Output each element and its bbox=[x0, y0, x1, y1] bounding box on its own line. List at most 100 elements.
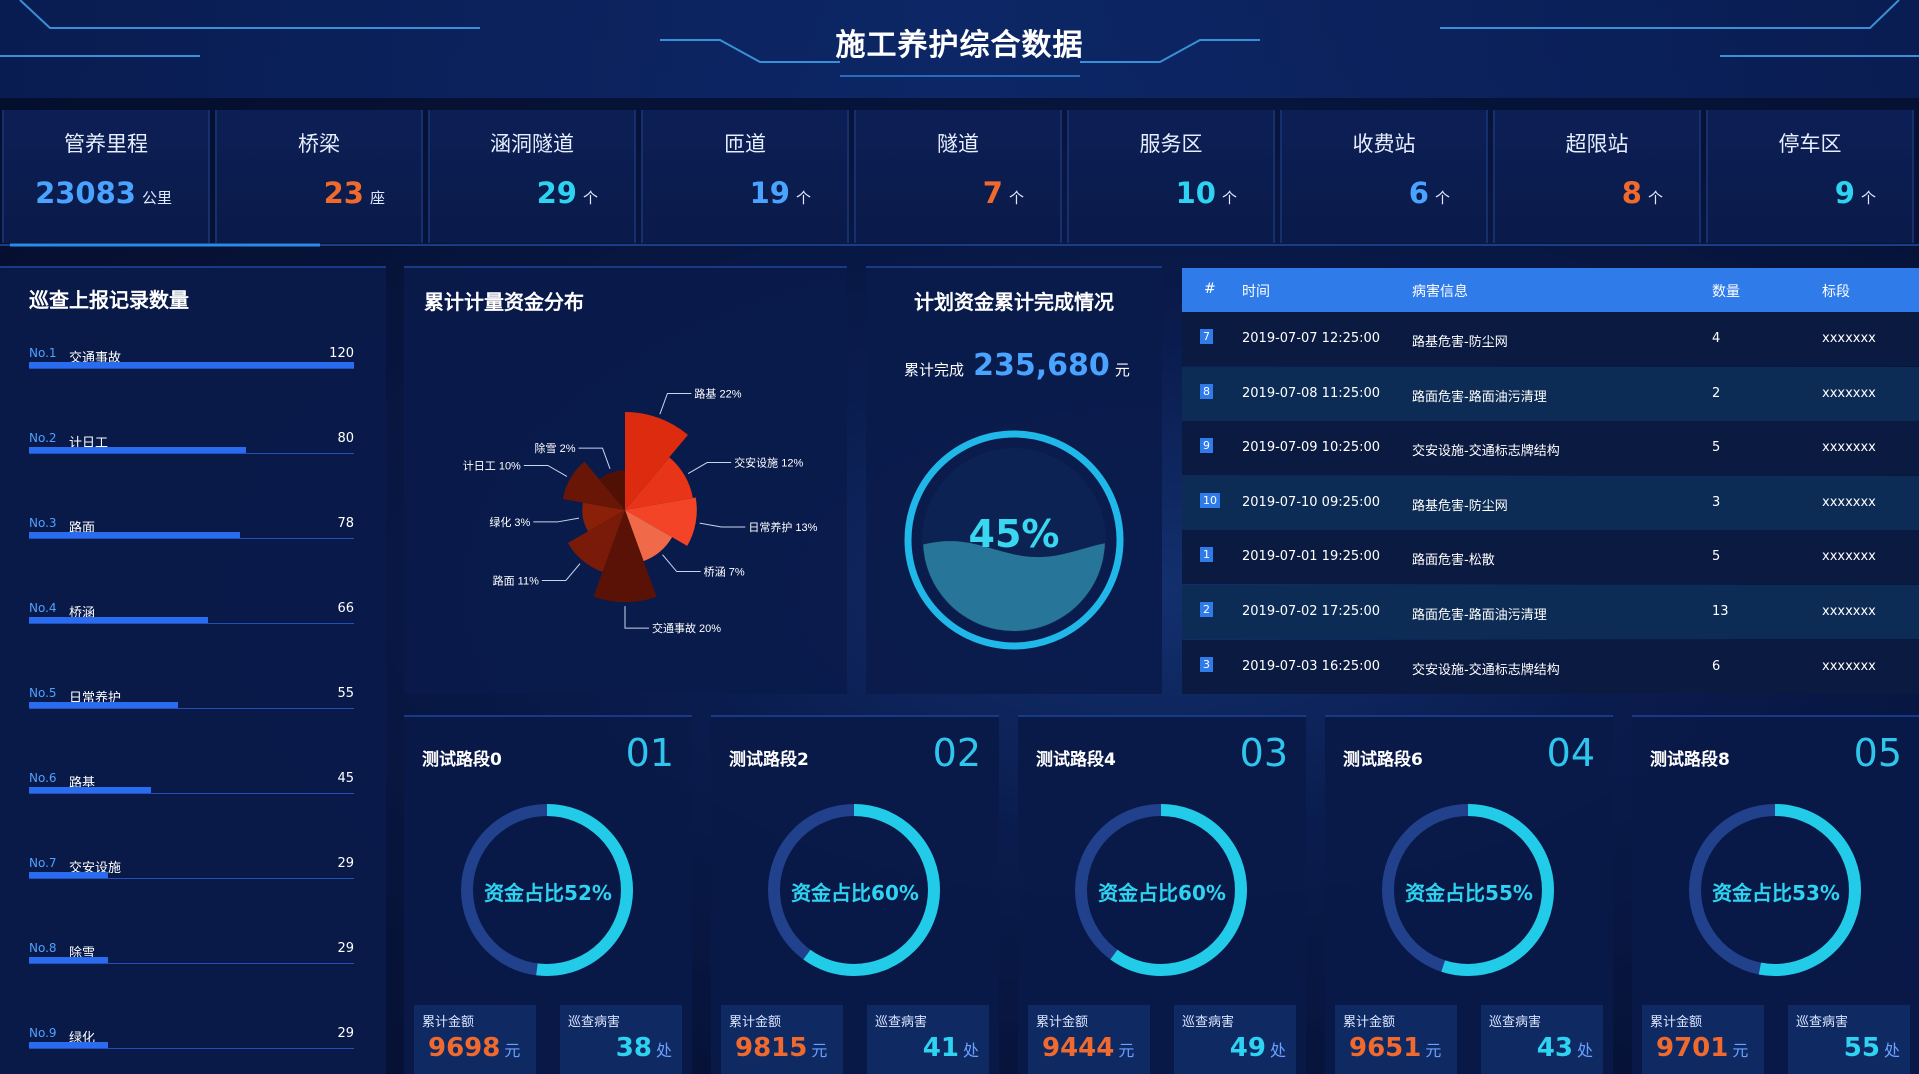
ranking-bar bbox=[29, 447, 246, 453]
segment-number: 02 bbox=[932, 731, 981, 775]
ranking-value: 29 bbox=[337, 856, 354, 871]
rose-label-line bbox=[699, 522, 746, 528]
stat-value-row: 29 个 bbox=[537, 176, 598, 210]
table-row[interactable]: 9 2019-07-09 10:25:00 交安设施-交通标志牌结构 5 xxx… bbox=[1182, 421, 1919, 476]
table-row[interactable]: 3 2019-07-03 16:25:00 交安设施-交通标志牌结构 6 xxx… bbox=[1182, 639, 1919, 694]
plan-percent: 45% bbox=[968, 512, 1060, 556]
segment-ratio-label: 资金占比52% bbox=[484, 881, 612, 905]
ranking-value: 29 bbox=[337, 1026, 354, 1041]
ranking-no: No.8 bbox=[29, 941, 57, 955]
ranking-value: 66 bbox=[337, 601, 354, 616]
rose-slice[interactable] bbox=[625, 412, 688, 510]
segment-amount-box: 累计金额 9444 元 bbox=[1028, 1005, 1150, 1074]
row-seg: xxxxxxx bbox=[1822, 604, 1876, 619]
rose-label-line bbox=[578, 447, 611, 469]
ranking-no: No.2 bbox=[29, 431, 57, 445]
segment-amount-box: 累计金额 9815 元 bbox=[721, 1005, 843, 1074]
segment-amount-label: 累计金额 bbox=[1343, 1015, 1396, 1030]
table-row[interactable]: 2 2019-07-02 17:25:00 路面危害-路面油污清理 13 xxx… bbox=[1182, 585, 1919, 639]
table-row[interactable]: 8 2019-07-08 11:25:00 路面危害-路面油污清理 2 xxxx… bbox=[1182, 366, 1919, 421]
row-info: 路基危害-防尘网 bbox=[1412, 335, 1508, 350]
plan-panel: 计划资金累计完成情况 累计完成 235,680 元 45% bbox=[866, 266, 1162, 694]
segment-amount-unit: 元 bbox=[811, 1041, 828, 1060]
segment-patrol-row: 38 处 bbox=[616, 1033, 672, 1063]
row-qty: 2 bbox=[1712, 385, 1721, 401]
rose-slice[interactable] bbox=[599, 470, 625, 510]
segment-card: 测试路段4 03 资金占比60% 累计金额 9444 元 巡查病害 49 处 bbox=[1018, 715, 1306, 1074]
stats-bar: 管养里程 23083 公里 桥梁 23 座 涵洞隧道 29 个 匝道 19 个 隧道 7… bbox=[0, 110, 1919, 243]
stat-label: 管养里程 bbox=[64, 132, 148, 156]
segment-amount-row: 9815 元 bbox=[735, 1033, 827, 1063]
ranking-value: 80 bbox=[337, 431, 354, 446]
ranking-track bbox=[29, 452, 354, 454]
segment-patrol-row: 43 处 bbox=[1537, 1033, 1593, 1063]
stats-underline bbox=[0, 243, 1919, 247]
rose-slice[interactable] bbox=[625, 510, 673, 562]
row-info: 路面危害-路面油污清理 bbox=[1412, 389, 1547, 405]
rose-slice[interactable] bbox=[625, 457, 693, 510]
segment-patrol-box: 巡查病害 38 处 bbox=[560, 1005, 682, 1074]
ranking-bar bbox=[29, 532, 240, 538]
segment-patrol-label: 巡查病害 bbox=[1182, 1015, 1235, 1030]
table-header-cell: # bbox=[1204, 281, 1216, 297]
row-seg: xxxxxxx bbox=[1822, 494, 1876, 510]
row-time: 2019-07-03 16:25:00 bbox=[1242, 658, 1381, 674]
rose-label-line bbox=[662, 554, 701, 573]
stat-card: 桥梁 23 座 bbox=[215, 110, 423, 243]
ranking-no: No.7 bbox=[29, 856, 57, 870]
segment-amount-row: 9651 元 bbox=[1349, 1033, 1441, 1063]
stat-unit: 个 bbox=[1860, 189, 1876, 207]
segment-amount-unit: 元 bbox=[1732, 1041, 1749, 1060]
segment-amount: 9815 bbox=[735, 1033, 808, 1063]
plan-water-gauge bbox=[904, 430, 1124, 650]
ranking-item: No.4 桥涵 66 bbox=[29, 601, 354, 661]
rose-slice[interactable] bbox=[562, 461, 625, 510]
row-time: 2019-07-07 12:25:00 bbox=[1242, 331, 1381, 346]
stat-card: 匝道 19 个 bbox=[641, 110, 849, 243]
table-row[interactable]: 1 2019-07-01 19:25:00 路面危害-松散 5 xxxxxxx bbox=[1182, 530, 1919, 585]
segment-ratio-ring bbox=[1075, 804, 1247, 976]
stat-unit: 个 bbox=[1434, 189, 1450, 207]
segment-number: 03 bbox=[1239, 731, 1288, 775]
rose-slice[interactable] bbox=[593, 510, 657, 603]
ranking-no: No.3 bbox=[29, 516, 57, 530]
table-header-cell: 时间 bbox=[1242, 284, 1270, 300]
segment-patrol-box: 巡查病害 43 处 bbox=[1481, 1005, 1603, 1074]
rose-slice[interactable] bbox=[567, 510, 625, 573]
segment-patrol: 41 bbox=[922, 1033, 959, 1063]
stat-label: 匝道 bbox=[724, 132, 766, 156]
segment-patrol-box: 巡查病害 55 处 bbox=[1788, 1005, 1910, 1074]
ranking-value: 120 bbox=[329, 346, 354, 361]
row-seg: xxxxxxx bbox=[1822, 658, 1876, 674]
ranking-track bbox=[29, 962, 354, 964]
row-time: 2019-07-09 10:25:00 bbox=[1242, 440, 1381, 456]
segment-ratio-label: 资金占比60% bbox=[1098, 881, 1226, 905]
row-time: 2019-07-02 17:25:00 bbox=[1242, 604, 1381, 619]
table-row[interactable]: 7 2019-07-07 12:25:00 路基危害-防尘网 4 xxxxxxx bbox=[1182, 312, 1919, 366]
stat-label: 服务区 bbox=[1139, 132, 1203, 156]
rose-slice[interactable] bbox=[625, 497, 697, 546]
segment-amount: 9698 bbox=[428, 1033, 501, 1063]
stat-unit: 公里 bbox=[141, 189, 172, 207]
fund-title: 累计计量资金分布 bbox=[424, 290, 584, 314]
segment-ratio-label: 资金占比60% bbox=[791, 881, 919, 905]
segment-card: 测试路段0 01 资金占比52% 累计金额 9698 元 巡查病害 38 处 bbox=[404, 715, 692, 1074]
rose-label-line bbox=[523, 464, 568, 477]
ranking-item: No.2 计日工 80 bbox=[29, 431, 354, 491]
ranking-item: No.5 日常养护 55 bbox=[29, 686, 354, 746]
segment-patrol-row: 49 处 bbox=[1230, 1033, 1286, 1063]
segment-patrol-row: 41 处 bbox=[923, 1033, 979, 1063]
rose-label: 绿化 3% bbox=[489, 515, 530, 529]
stat-value: 7 bbox=[982, 176, 1003, 210]
row-seg: xxxxxxx bbox=[1822, 549, 1876, 565]
table-row[interactable]: 10 2019-07-10 09:25:00 路基危害-防尘网 3 xxxxxx… bbox=[1182, 475, 1919, 530]
row-index-badge: 8 bbox=[1200, 383, 1213, 399]
stat-value: 19 bbox=[749, 176, 790, 210]
segment-amount-box: 累计金额 9698 元 bbox=[414, 1005, 536, 1074]
rose-label: 除雪 2% bbox=[535, 441, 576, 455]
rose-label: 日常养护 13% bbox=[748, 520, 817, 534]
rose-slice[interactable] bbox=[582, 502, 625, 532]
segment-ratio-ring bbox=[1689, 804, 1861, 976]
